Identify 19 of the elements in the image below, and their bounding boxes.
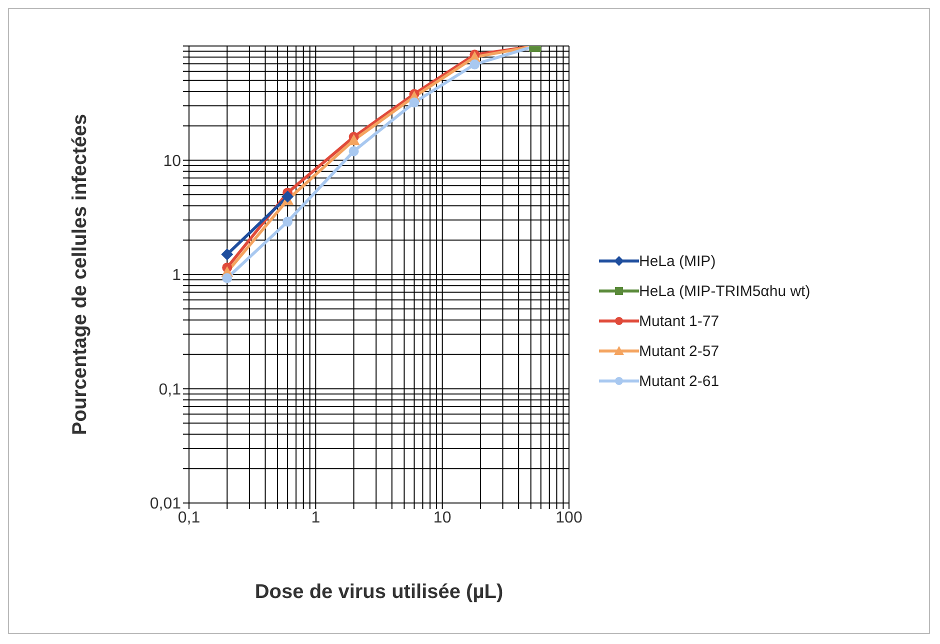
point	[282, 190, 294, 203]
point	[282, 216, 293, 227]
point	[221, 248, 234, 260]
y-tick-label: 10	[163, 152, 182, 170]
x-tick-label: 1	[311, 509, 320, 526]
y-tick-label: 1	[172, 267, 182, 284]
point	[470, 59, 480, 70]
x-axis-title: Dose de virus utilisée (µL)	[254, 581, 504, 603]
y-tick-label: 0,1	[158, 381, 182, 398]
legend-label: HeLa (MIP-TRIM5αhu wt)	[639, 282, 810, 300]
x-tick-label: 100	[556, 509, 582, 526]
legend-label: Mutant 2-61	[639, 372, 720, 390]
x-tick-label: 10	[433, 509, 452, 526]
legend-label: HeLa (MIP)	[639, 252, 716, 270]
legend-label: Mutant 2-57	[639, 342, 720, 360]
legend-label: Mutant 1-77	[639, 312, 720, 330]
y-axis-title: Pourcentage de cellules infectées	[69, 114, 92, 436]
point	[409, 98, 420, 108]
point	[222, 273, 232, 284]
